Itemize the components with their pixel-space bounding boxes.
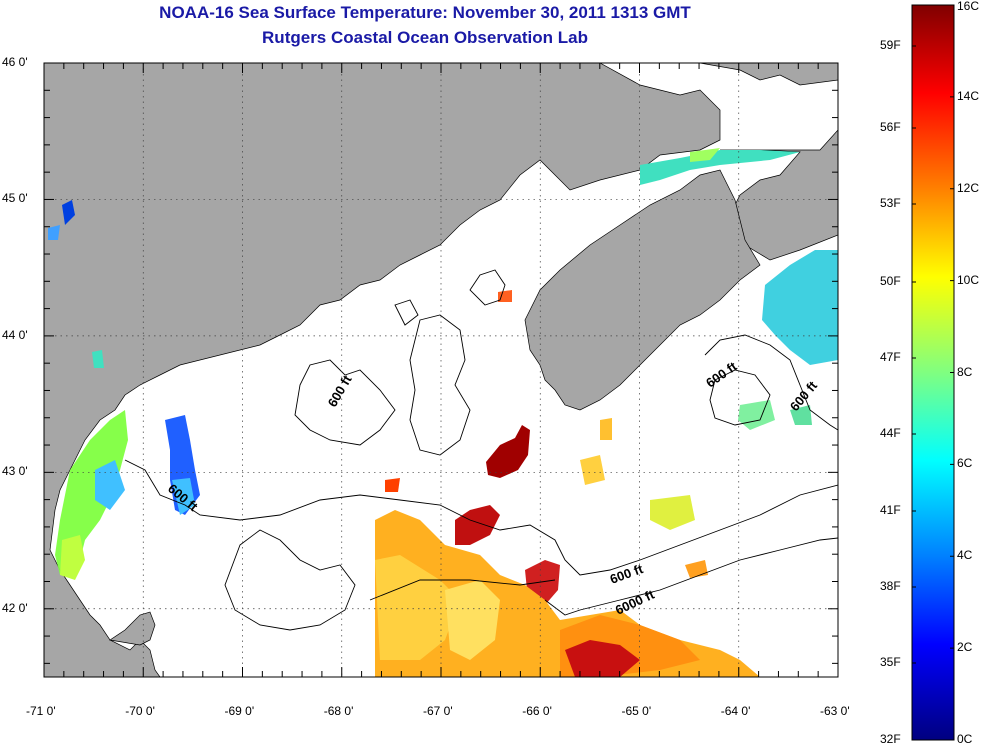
map-subtitle: Rutgers Coastal Ocean Observation Lab: [262, 28, 588, 47]
lat-tick-label: 43 0': [2, 464, 28, 479]
colorbar-celsius-label: 8C: [957, 364, 973, 379]
land-nova-scotia: [524, 169, 761, 411]
land-pei: [699, 63, 838, 86]
colorbar-fahrenheit-label: 38F: [880, 579, 901, 593]
lon-tick-label: -63 0': [820, 704, 850, 718]
colorbar-celsius-label: 14C: [957, 88, 980, 103]
lon-tick-label: -70 0': [125, 704, 155, 718]
lon-tick-label: -65 0': [621, 704, 652, 718]
lat-tick-label: 46 0': [2, 55, 28, 69]
colorbar: [911, 4, 955, 741]
depth-contours: [124, 269, 838, 631]
colorbar-fahrenheit-label: 53F: [880, 196, 901, 210]
colorbar-fahrenheit-label: 32F: [880, 732, 901, 746]
colorbar-ticks: [912, 4, 954, 741]
colorbar-fahrenheit-label: 50F: [880, 274, 901, 288]
lon-tick-label: -66 0': [522, 704, 552, 718]
lon-tick-label: -64 0': [720, 704, 751, 718]
colorbar-celsius-label: 16C: [957, 0, 980, 13]
colorbar-celsius-label: 10C: [957, 272, 980, 287]
colorbar-fahrenheit-label: 56F: [880, 120, 901, 134]
colorbar-fahrenheit-label: 41F: [880, 503, 901, 517]
colorbar-fahrenheit-label: 44F: [880, 426, 901, 440]
axis-ticks: [43, 62, 839, 677]
sst-data: [48, 148, 838, 677]
colorbar-fahrenheit-label: 47F: [880, 350, 901, 364]
colorbar-fahrenheit-label: 35F: [880, 655, 901, 669]
lat-tick-label: 42 0': [2, 600, 28, 615]
colorbar-celsius-label: 12C: [957, 180, 980, 195]
graticule: [44, 63, 838, 677]
colorbar-celsius-label: 4C: [957, 548, 973, 563]
lon-tick-label: -68 0': [323, 704, 354, 718]
colorbar-celsius-label: 0C: [957, 732, 973, 746]
lon-tick-label: -69 0': [224, 704, 255, 718]
lat-tick-label: 45 0': [2, 191, 28, 206]
colorbar-celsius-label: 2C: [957, 640, 973, 655]
lon-tick-label: -71 0': [26, 704, 56, 718]
lat-tick-label: 44 0': [2, 327, 28, 342]
lon-tick-label: -67 0': [423, 704, 453, 718]
colorbar-celsius-label: 6C: [957, 456, 973, 471]
colorbar-fahrenheit-label: 59F: [880, 38, 901, 52]
land-cape-cod: [109, 611, 156, 646]
map-title: NOAA-16 Sea Surface Temperature: Novembe…: [159, 3, 691, 22]
